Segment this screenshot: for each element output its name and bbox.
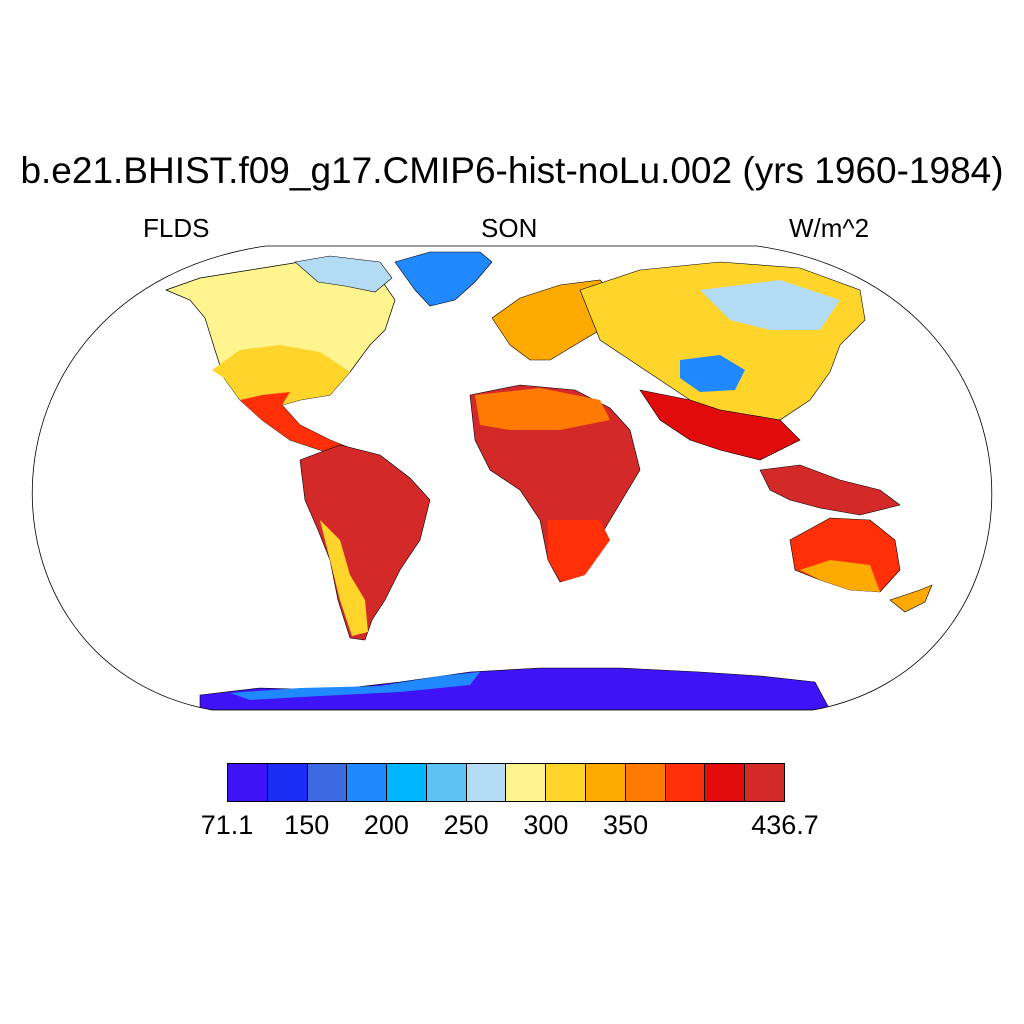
south-america-region <box>299 444 431 641</box>
antarctica-edge <box>230 672 480 700</box>
colorbar-swatch <box>745 764 784 801</box>
south-asia-warm <box>639 389 801 461</box>
colorbar-swatch <box>228 764 268 801</box>
colorbar-swatch <box>506 764 547 801</box>
canadian-arctic <box>294 255 393 293</box>
southeast-asia-islands <box>759 464 901 516</box>
south-america-andes <box>320 520 368 636</box>
colorbar-tick-label: 436.7 <box>751 810 819 840</box>
australia-south <box>800 560 880 592</box>
north-america-south <box>240 392 360 460</box>
colorbar-tick-label: 200 <box>363 810 409 840</box>
colorbar-swatch <box>705 764 746 801</box>
colorbar-swatch <box>426 764 467 801</box>
greenland-region <box>394 251 493 307</box>
plot-title: b.e21.BHIST.f09_g17.CMIP6-hist-noLu.002 … <box>20 150 1004 191</box>
southern-africa <box>548 520 610 582</box>
colorbar-swatch <box>546 764 587 801</box>
colorbar-tick-label: 250 <box>443 810 489 840</box>
colorbar-tick-label: 300 <box>523 810 569 840</box>
colorbar-swatch <box>665 764 706 801</box>
variable-label: FLDS <box>143 213 210 243</box>
siberia-cold <box>700 280 840 330</box>
new-zealand <box>889 584 933 613</box>
season-label: SON <box>481 213 538 243</box>
colorbar-swatch <box>267 764 308 801</box>
colorbar-tick-label: 71.1 <box>200 810 254 840</box>
units-label: W/m^2 <box>789 213 870 243</box>
colorbar-swatch <box>387 764 427 801</box>
sahara-warm <box>475 388 610 430</box>
colorbar-swatch <box>347 764 388 801</box>
colorbar-swatch <box>307 764 348 801</box>
colorbar-tick-label: 150 <box>284 810 330 840</box>
colorbar-swatch <box>466 764 507 801</box>
tibet-cold <box>680 355 745 392</box>
globe-outline <box>31 245 993 711</box>
colorbar-swatch <box>625 764 666 801</box>
asia-region <box>579 261 866 421</box>
colorbar-swatch <box>586 764 626 801</box>
colorbar-tick-label: 350 <box>603 810 649 840</box>
colorbar <box>227 763 785 802</box>
